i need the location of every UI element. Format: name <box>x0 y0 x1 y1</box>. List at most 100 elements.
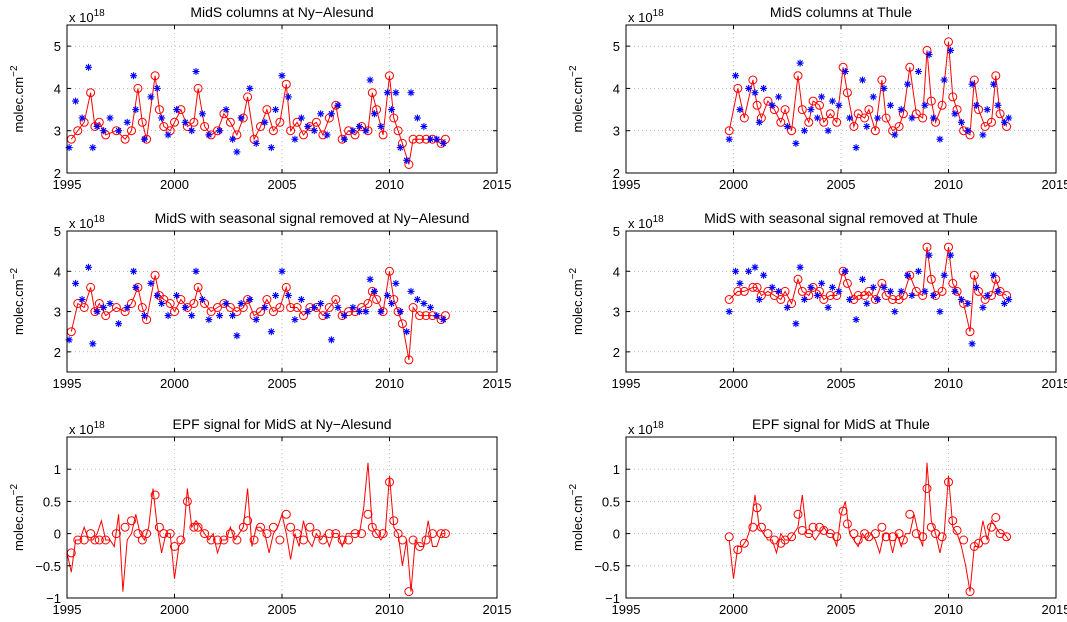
y-axis-label: molec.cm−2 <box>568 65 585 132</box>
circle-marker <box>965 327 975 337</box>
y-tick-label: 0 <box>54 527 61 542</box>
chart-panel-6: 1995 2000 2005 2010 2015 −1 −0.5 0 0.5 1 x 1018 EPF… <box>568 416 1067 617</box>
circle-marker <box>219 535 229 545</box>
y-tick-label: 3 <box>54 305 61 320</box>
star-marker <box>106 114 114 122</box>
circle-marker <box>127 516 136 526</box>
x-tick-label: 2010 <box>375 177 404 192</box>
circle-marker <box>159 529 169 539</box>
x-tick-label: 2000 <box>719 376 748 391</box>
star-marker <box>310 304 318 311</box>
circle-marker <box>763 286 773 296</box>
circle-marker <box>176 295 186 304</box>
star-marker <box>278 72 286 80</box>
star-marker <box>123 118 131 126</box>
chart-title: EPF signal for MidS at Ny−Alesund <box>172 416 391 432</box>
star-marker <box>760 84 768 92</box>
star-marker <box>93 308 101 316</box>
y-axis-label: molec.cm−2 <box>568 484 585 551</box>
series-line <box>728 462 1010 592</box>
star-marker <box>732 72 740 80</box>
star-marker <box>420 300 428 307</box>
star-marker <box>396 144 404 152</box>
star-marker <box>745 267 753 275</box>
circle-marker <box>842 519 852 529</box>
star-marker <box>340 135 348 143</box>
circle-marker <box>193 522 203 532</box>
circle-marker <box>165 529 175 539</box>
star-marker <box>366 275 374 283</box>
star-marker <box>807 106 815 114</box>
circle-marker <box>133 83 143 93</box>
chart-title: MidS with seasonal signal removed at Ny−… <box>155 210 470 226</box>
star-marker <box>796 263 804 271</box>
circle-marker <box>436 529 446 539</box>
circle-marker <box>344 535 354 545</box>
star-marker <box>846 114 854 122</box>
star-marker <box>147 93 155 101</box>
star-marker <box>153 292 161 299</box>
x-tick-label: 1995 <box>53 602 82 617</box>
circle-marker <box>832 117 842 127</box>
star-marker <box>327 336 335 344</box>
y-multiplier: x 1018 <box>69 214 105 231</box>
y-tick-label: 0.5 <box>43 494 61 509</box>
star-marker <box>751 263 759 271</box>
circle-marker <box>404 587 414 597</box>
star-marker <box>132 283 140 291</box>
circle-marker <box>378 130 388 140</box>
circle-marker <box>724 532 734 542</box>
y-multiplier: x 1018 <box>628 214 664 231</box>
circle-marker <box>393 529 403 539</box>
circle-marker <box>262 295 272 304</box>
circle-marker <box>428 529 437 539</box>
star-marker <box>407 89 415 97</box>
circle-marker <box>404 355 414 365</box>
circle-marker <box>797 286 807 296</box>
circle-marker <box>367 88 377 98</box>
star-marker <box>158 114 166 122</box>
circle-marker <box>842 88 852 98</box>
circle-marker <box>948 516 958 526</box>
circle-marker <box>995 109 1005 119</box>
y-tick-label: 2 <box>54 166 61 181</box>
circle-marker <box>408 134 418 144</box>
star-marker <box>370 287 378 295</box>
circle-marker <box>748 75 758 85</box>
star-marker <box>760 271 768 279</box>
circle-marker <box>853 291 863 300</box>
circle-marker <box>268 522 278 532</box>
star-marker <box>914 267 922 275</box>
circle-marker <box>232 307 242 317</box>
star-marker <box>164 312 172 320</box>
star-marker <box>377 123 385 130</box>
star-marker <box>85 263 92 271</box>
star-marker <box>957 296 965 303</box>
star-marker <box>439 139 447 147</box>
x-tick-label: 2010 <box>375 376 404 391</box>
y-axis-label: molec.cm−2 <box>9 268 26 335</box>
star-marker <box>951 287 959 295</box>
chart-title: MidS columns at Thule <box>770 4 912 20</box>
circle-marker <box>232 535 242 545</box>
star-marker <box>979 131 987 139</box>
star-marker <box>123 304 131 311</box>
star-marker <box>188 312 196 320</box>
star-marker <box>891 131 899 139</box>
circle-marker <box>421 311 431 321</box>
star-marker <box>869 93 877 101</box>
circle-marker <box>154 522 164 532</box>
star-marker <box>413 114 421 122</box>
circle-marker <box>937 532 947 542</box>
star-marker <box>78 296 86 303</box>
circle-marker <box>724 126 734 136</box>
circle-marker <box>739 113 749 123</box>
y-tick-label: −1 <box>605 591 620 606</box>
circle-marker <box>344 307 354 317</box>
circle-marker <box>243 92 253 102</box>
circle-marker <box>86 88 96 98</box>
star-marker <box>173 292 181 299</box>
circle-marker <box>337 535 347 545</box>
y-tick-label: 5 <box>613 224 620 239</box>
star-marker <box>925 51 933 59</box>
